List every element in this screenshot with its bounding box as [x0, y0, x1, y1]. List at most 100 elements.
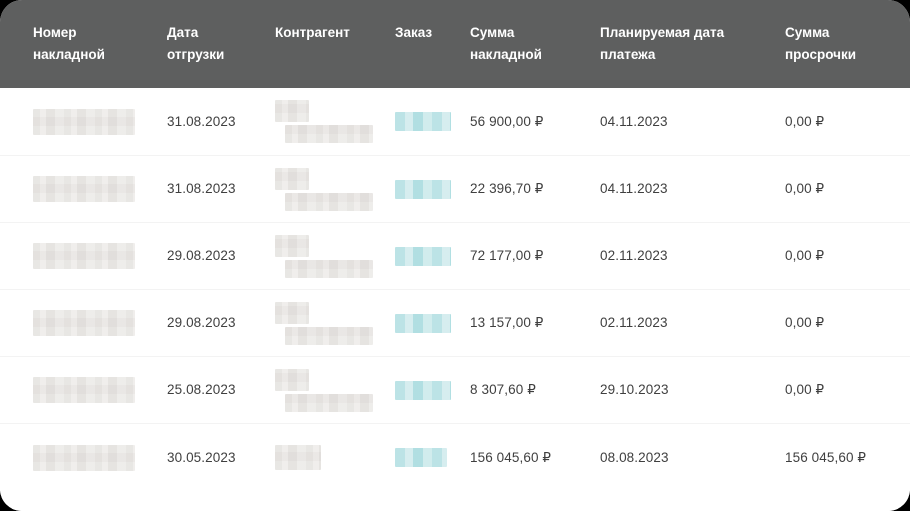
planned-payment-date-value: 04.11.2023: [600, 181, 668, 196]
invoice-amount-value: 22 396,70 ₽: [470, 181, 544, 196]
cell-order: [395, 380, 470, 400]
cell-invoice-amount: 22 396,70 ₽: [470, 180, 600, 198]
cell-shipment-date: 31.08.2023: [167, 113, 275, 131]
redacted-invoice-number: [33, 176, 135, 202]
planned-payment-date-value: 08.08.2023: [600, 449, 669, 465]
column-header-order: Заказ: [395, 25, 433, 40]
cell-invoice-amount: 156 045,60 ₽: [470, 449, 600, 467]
table-row: 30.05.2023 156 045,60 ₽ 08.08.2023 156 0…: [0, 423, 910, 491]
redacted-counterparty: [275, 445, 395, 470]
cell-invoice-number: [33, 377, 167, 403]
overdue-amount-value: 0,00 ₽: [785, 181, 825, 196]
cell-shipment-date: 30.05.2023: [167, 449, 275, 467]
table-row: 31.08.2023 22 396,70 ₽ 04.11.2023 0,00 ₽: [0, 155, 910, 222]
cell-shipment-date: 31.08.2023: [167, 180, 275, 198]
redacted-counterparty-block: [285, 192, 373, 211]
redacted-counterparty-block: [285, 125, 373, 143]
column-header-counterparty: Контрагент: [275, 25, 350, 40]
overdue-amount-value: 0,00 ₽: [785, 113, 825, 129]
invoice-amount-value: 72 177,00 ₽: [470, 248, 544, 263]
cell-overdue-amount: 0,00 ₽: [785, 247, 890, 265]
cell-invoice-number: [33, 243, 167, 269]
redacted-invoice-number: [33, 444, 135, 471]
redacted-invoice-number: [33, 377, 135, 403]
cell-order: [395, 448, 470, 467]
redacted-invoice-number: [33, 108, 135, 135]
redacted-counterparty-block: [275, 167, 309, 190]
shipment-date-value: 25.08.2023: [167, 382, 236, 397]
cell-order: [395, 246, 470, 266]
redacted-counterparty-block: [275, 100, 309, 122]
cell-invoice-amount: 13 157,00 ₽: [470, 314, 600, 332]
overdue-amount-value: 0,00 ₽: [785, 248, 825, 263]
cell-invoice-amount: 72 177,00 ₽: [470, 247, 600, 265]
cell-counterparty: [275, 234, 395, 278]
column-header-invoice-number: Номер накладной: [33, 25, 105, 62]
shipment-date-value: 29.08.2023: [167, 248, 236, 263]
redacted-counterparty: [275, 301, 395, 345]
cell-counterparty: [275, 301, 395, 345]
shipment-date-value: 30.05.2023: [167, 449, 236, 465]
cell-invoice-amount: 56 900,00 ₽: [470, 113, 600, 131]
table-row: 31.08.2023 56 900,00 ₽ 04.11.2023 0,00 ₽: [0, 88, 910, 155]
table-header-row: Номер накладной Дата отгрузки Контрагент За…: [0, 0, 910, 88]
cell-invoice-number: [33, 176, 167, 202]
redacted-counterparty: [275, 368, 395, 412]
planned-payment-date-value: 02.11.2023: [600, 315, 668, 330]
cell-planned-payment-date: 08.08.2023: [600, 449, 785, 467]
planned-payment-date-value: 29.10.2023: [600, 382, 669, 397]
cell-overdue-amount: 0,00 ₽: [785, 113, 890, 131]
cell-shipment-date: 29.08.2023: [167, 247, 275, 265]
shipment-date-value: 31.08.2023: [167, 181, 236, 196]
table-row: 29.08.2023 72 177,00 ₽ 02.11.2023 0,00 ₽: [0, 222, 910, 289]
order-link-redacted[interactable]: [395, 380, 451, 400]
cell-order: [395, 179, 470, 199]
overdue-amount-value: 156 045,60 ₽: [785, 449, 867, 465]
cell-counterparty: [275, 167, 395, 211]
overdue-amount-value: 0,00 ₽: [785, 382, 825, 397]
cell-invoice-number: [33, 444, 167, 471]
redacted-counterparty-block: [275, 368, 309, 391]
cell-planned-payment-date: 29.10.2023: [600, 381, 785, 399]
cell-invoice-amount: 8 307,60 ₽: [470, 381, 600, 399]
order-link-redacted[interactable]: [395, 448, 447, 467]
order-link-redacted[interactable]: [395, 313, 451, 333]
order-link-redacted[interactable]: [395, 179, 451, 199]
column-header-overdue-amount: Сумма просрочки: [785, 25, 857, 62]
redacted-counterparty: [275, 100, 395, 143]
order-link-redacted[interactable]: [395, 112, 451, 131]
redacted-counterparty: [275, 167, 395, 211]
column-header-planned-payment-date: Планируемая дата платежа: [600, 25, 725, 62]
table-row: 29.08.2023 13 157,00 ₽ 02.11.2023 0,00 ₽: [0, 289, 910, 356]
cell-planned-payment-date: 02.11.2023: [600, 247, 785, 265]
cell-invoice-number: [33, 310, 167, 336]
order-link-redacted[interactable]: [395, 246, 451, 266]
shipment-date-value: 31.08.2023: [167, 113, 236, 129]
redacted-invoice-number: [33, 310, 135, 336]
column-header-shipment-date: Дата отгрузки: [167, 25, 225, 62]
cell-planned-payment-date: 04.11.2023: [600, 113, 785, 131]
planned-payment-date-value: 04.11.2023: [600, 113, 668, 129]
redacted-counterparty-block: [285, 393, 373, 412]
cell-overdue-amount: 156 045,60 ₽: [785, 449, 890, 467]
redacted-counterparty-block: [275, 234, 309, 257]
invoice-amount-value: 8 307,60 ₽: [470, 382, 536, 397]
redacted-counterparty-block: [275, 301, 309, 324]
redacted-counterparty-block: [275, 445, 321, 470]
invoice-amount-value: 56 900,00 ₽: [470, 113, 544, 129]
cell-shipment-date: 29.08.2023: [167, 314, 275, 332]
table-body: 31.08.2023 56 900,00 ₽ 04.11.2023 0,00 ₽…: [0, 88, 910, 491]
cell-counterparty: [275, 445, 395, 470]
redacted-counterparty-block: [285, 326, 373, 345]
redacted-counterparty: [275, 234, 395, 278]
cell-shipment-date: 25.08.2023: [167, 381, 275, 399]
cell-planned-payment-date: 04.11.2023: [600, 180, 785, 198]
overdue-amount-value: 0,00 ₽: [785, 315, 825, 330]
cell-counterparty: [275, 368, 395, 412]
redacted-invoice-number: [33, 243, 135, 269]
cell-overdue-amount: 0,00 ₽: [785, 314, 890, 332]
cell-overdue-amount: 0,00 ₽: [785, 180, 890, 198]
invoice-amount-value: 13 157,00 ₽: [470, 315, 544, 330]
cell-order: [395, 313, 470, 333]
